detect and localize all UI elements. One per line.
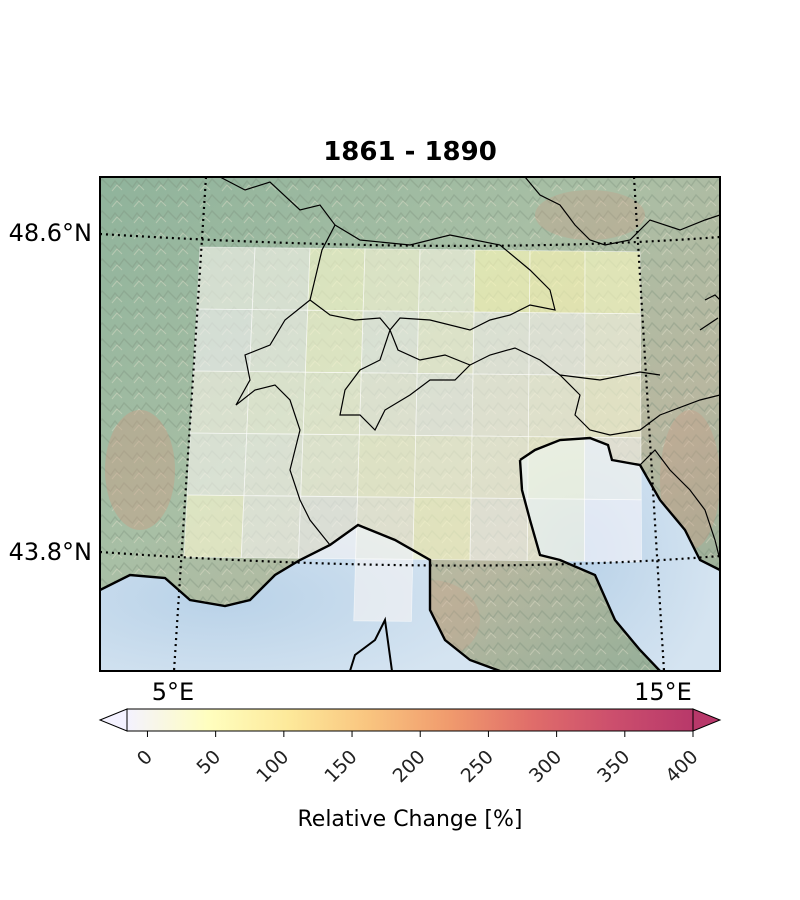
colorbar: 0 50 100 150 200 250 300 350 400 Relative Change… xyxy=(98,708,722,832)
grid-cell xyxy=(251,247,311,311)
border-hungary xyxy=(699,294,720,331)
grid-cell xyxy=(472,311,530,376)
grid-cell xyxy=(529,250,586,314)
colorbar-tick-label: 250 xyxy=(457,746,498,787)
grid-cell xyxy=(526,498,585,562)
map-panel xyxy=(100,177,720,671)
colorbar-extend-high xyxy=(692,708,722,732)
lat-label-north: 48.6°N xyxy=(9,219,92,247)
relief-patch xyxy=(660,410,720,550)
grid-cell xyxy=(584,436,642,501)
grid-cell xyxy=(193,308,253,373)
colorbar-tick-label: 150 xyxy=(320,746,361,787)
grid-cell xyxy=(362,248,421,312)
grid-cell xyxy=(243,433,304,497)
lon-label-west: 5°E xyxy=(152,678,194,706)
grid-cell xyxy=(246,371,306,435)
coastline-west xyxy=(100,523,501,671)
grid-cell xyxy=(527,436,586,500)
colorbar-tick-label: 350 xyxy=(593,746,634,787)
grid-cell xyxy=(300,433,360,498)
grid-cell xyxy=(357,434,417,498)
grid-cell xyxy=(471,373,530,438)
relief-patch xyxy=(105,410,175,530)
map-title: 1861 - 1890 xyxy=(323,137,497,167)
colorbar-ticks: 0 50 100 150 200 250 300 350 400 xyxy=(133,731,703,787)
graticule-lon-5 xyxy=(172,177,208,671)
grid-cell xyxy=(189,370,250,435)
grid-cell xyxy=(353,558,414,622)
grid-cell xyxy=(415,372,474,437)
border-croatia xyxy=(639,449,720,561)
border-france-switzerland-italy xyxy=(219,177,336,546)
graticule-lon-15 xyxy=(632,177,666,671)
grid-cell xyxy=(528,312,586,376)
grid-cell xyxy=(412,496,472,561)
colorbar-tick-label: 0 xyxy=(133,746,157,770)
colorbar-bar xyxy=(126,708,694,732)
border-germany-austria xyxy=(334,224,661,381)
grid-cell xyxy=(413,434,473,499)
grid-cell xyxy=(307,247,366,312)
colorbar-extend-low xyxy=(98,708,128,732)
data-grid xyxy=(183,246,643,622)
grid-cell xyxy=(583,498,643,563)
grid-cell xyxy=(358,372,418,436)
lat-label-south: 43.8°N xyxy=(9,538,92,566)
coastline-corsica xyxy=(349,616,393,671)
colorbar-tick-label: 300 xyxy=(525,746,566,787)
colorbar-label: Relative Change [%] xyxy=(297,807,522,832)
grid-cell xyxy=(183,494,245,559)
border-germany-czech xyxy=(524,177,720,246)
grid-cell xyxy=(418,248,476,313)
grid-cell xyxy=(240,495,302,559)
grid-cell xyxy=(186,432,248,497)
grid-cell xyxy=(469,497,529,562)
coastline-east xyxy=(519,436,720,572)
grid-cell xyxy=(249,309,309,373)
border-austria-slovenia xyxy=(559,374,720,436)
grid-cell xyxy=(584,374,642,439)
colorbar-tick-label: 400 xyxy=(661,746,702,787)
grid-cell xyxy=(302,371,362,436)
grid-cell xyxy=(196,246,256,311)
coastline-italy-east xyxy=(518,459,661,671)
grid-cell xyxy=(297,495,358,560)
lon-label-east: 15°E xyxy=(634,678,692,706)
graticule-lat-48.6 xyxy=(100,232,720,247)
colorbar-tick-label: 200 xyxy=(389,746,430,787)
grid-cell xyxy=(416,310,475,375)
grid-cell xyxy=(360,310,419,374)
grid-cell xyxy=(584,250,641,315)
border-switzerland-italy xyxy=(309,299,471,432)
colorbar-tick-label: 50 xyxy=(193,746,226,779)
map-frame xyxy=(99,176,721,672)
grid-cell xyxy=(473,249,531,314)
grid-cell xyxy=(527,374,586,438)
relief-patch xyxy=(535,190,645,240)
grid-cell xyxy=(584,312,642,377)
colorbar-tick-label: 100 xyxy=(252,746,293,787)
graticule-lat-43.8 xyxy=(100,550,720,567)
